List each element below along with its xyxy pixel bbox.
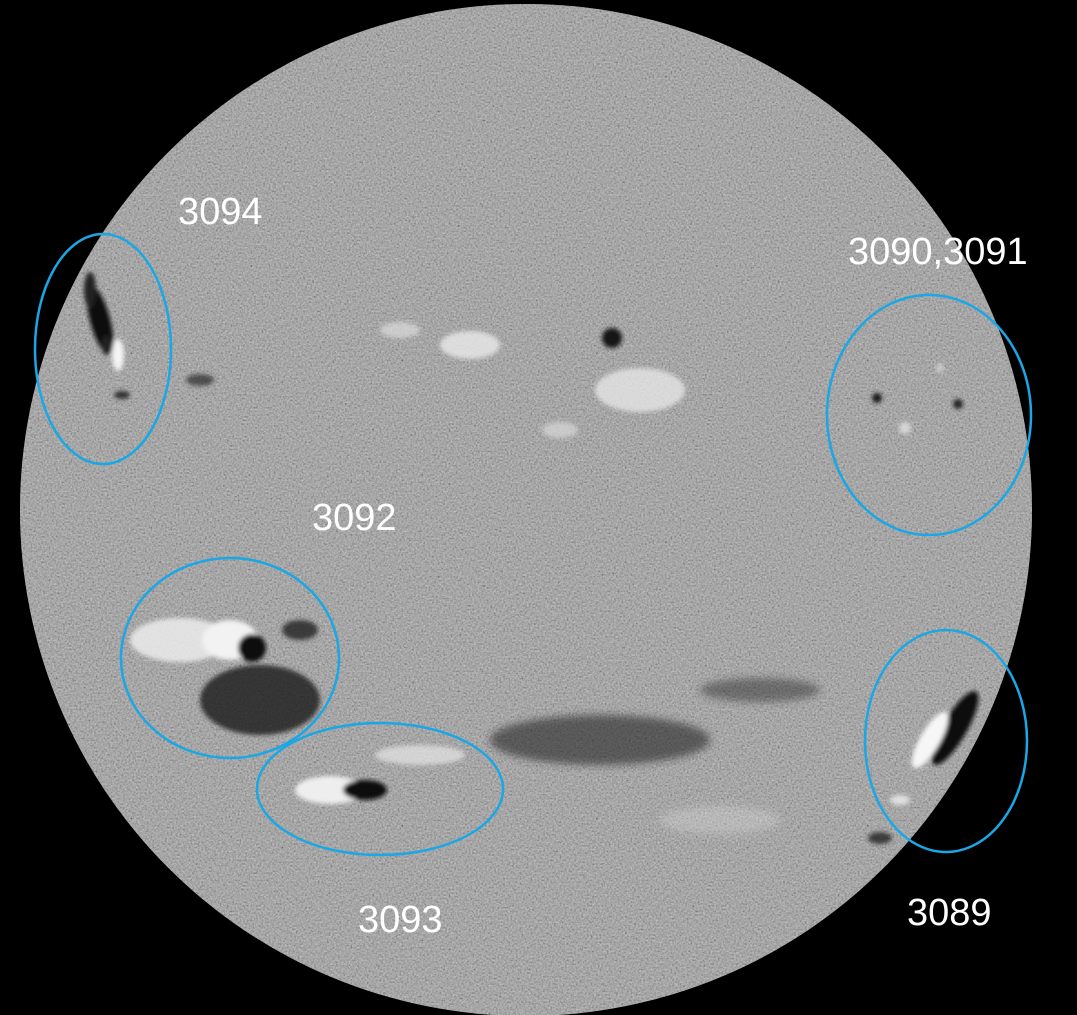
ellipse-region-3090-3091	[825, 293, 1033, 537]
network-trail	[490, 678, 820, 834]
ellipse-region-3093	[255, 721, 505, 857]
region-3094-features	[84, 272, 130, 399]
label-3093: 3093	[358, 899, 443, 941]
region-3092-features	[130, 618, 320, 735]
label-3092: 3092	[312, 497, 397, 539]
annotation-ellipses	[33, 232, 1033, 857]
label-3090-3091: 3090,3091	[848, 231, 1028, 273]
region-3093-features	[295, 745, 465, 804]
region-3089-features	[868, 691, 979, 844]
magnetic-features	[84, 272, 979, 844]
label-3094: 3094	[178, 191, 263, 233]
ellipse-region-3089	[863, 628, 1029, 854]
region-3090-3091-features	[872, 364, 963, 434]
region-labels: 3094 3090,3091 3092 3093 3089	[178, 191, 1028, 941]
ellipse-region-3094	[33, 232, 173, 466]
ellipse-region-3092	[119, 556, 341, 760]
label-3089: 3089	[907, 892, 992, 934]
central-plage	[186, 322, 685, 438]
